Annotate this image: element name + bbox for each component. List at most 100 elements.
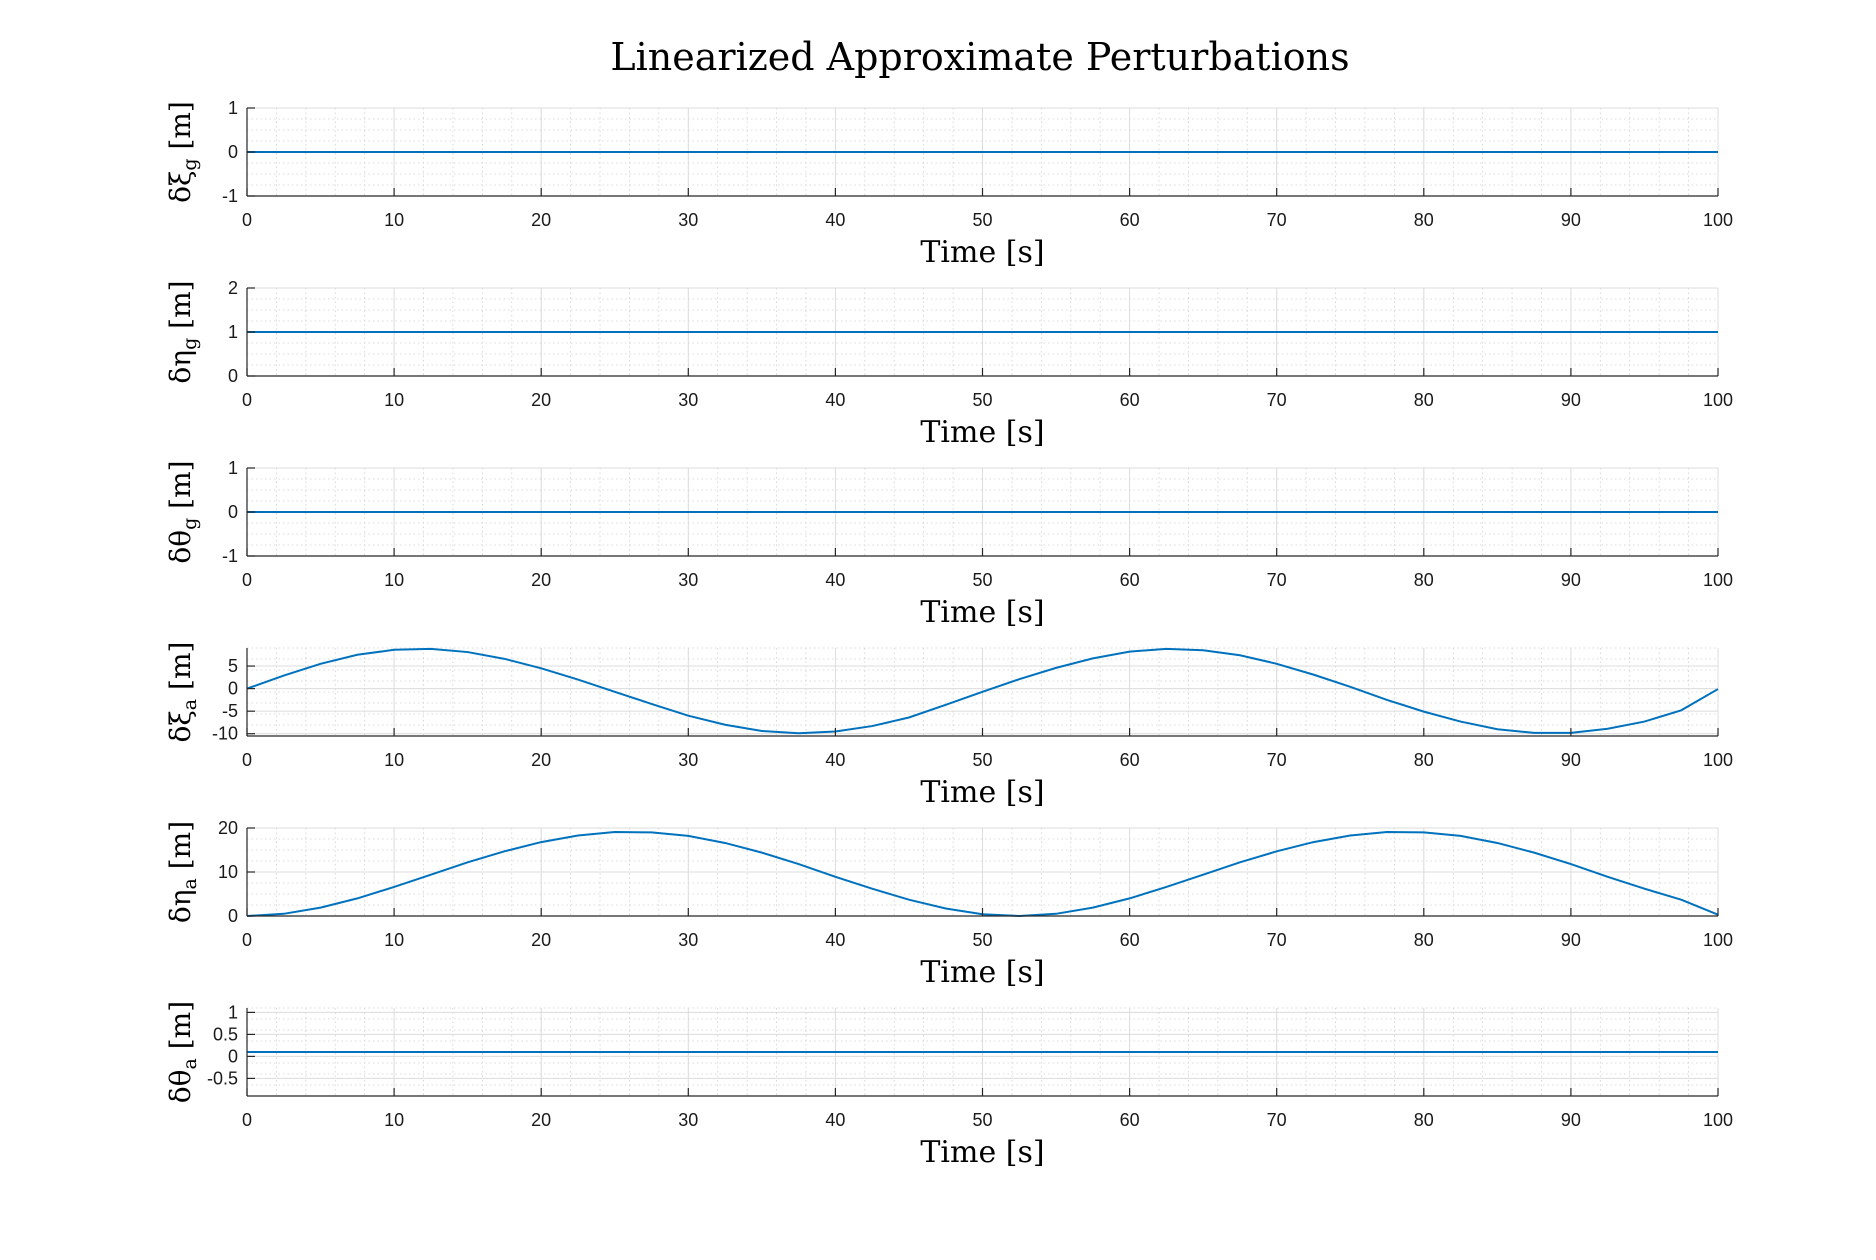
y-tick-label: 0	[228, 142, 238, 162]
y-tick-label: -1	[222, 546, 238, 566]
x-tick-label: 0	[242, 390, 252, 410]
y-tick-label: -0.5	[207, 1068, 238, 1088]
subplot-2: 0 10 20 30 40 50 60 70 80 90 100 0 1 2 Time [s] δηg [m]	[164, 278, 1733, 450]
figure-title: Linearized Approximate Perturbations	[610, 35, 1349, 79]
x-tick-label: 80	[1414, 750, 1434, 770]
x-tick-label: 60	[1120, 1110, 1140, 1130]
x-tick-label: 40	[825, 1110, 845, 1130]
x-axis-label: Time [s]	[920, 595, 1044, 630]
x-axis-label: Time [s]	[920, 955, 1044, 990]
x-tick-label: 10	[384, 210, 404, 230]
x-tick-label: 60	[1120, 570, 1140, 590]
x-tick-label: 10	[384, 1110, 404, 1130]
y-tick-label: 1	[228, 322, 238, 342]
x-tick-label: 60	[1120, 390, 1140, 410]
x-tick-label: 60	[1120, 210, 1140, 230]
x-tick-label: 10	[384, 930, 404, 950]
x-tick-label: 80	[1414, 570, 1434, 590]
y-tick-label: -5	[222, 701, 238, 721]
x-tick-label: 30	[678, 750, 698, 770]
x-tick-label: 90	[1561, 210, 1581, 230]
minor-grid	[246, 647, 1719, 737]
subplot-5: 0 10 20 30 40 50 60 70 80 90 100 0 10 20 Time [s] δηa […	[164, 818, 1733, 990]
x-tick-label: 40	[825, 210, 845, 230]
x-tick-label: 20	[531, 1110, 551, 1130]
x-tick-label: 100	[1703, 390, 1733, 410]
x-tick-label: 40	[825, 390, 845, 410]
x-tick-label: 60	[1120, 750, 1140, 770]
y-tick-label: 10	[218, 862, 238, 882]
y-tick-label: 0.5	[213, 1024, 238, 1044]
x-tick-label: 70	[1267, 210, 1287, 230]
y-tick-label: 5	[228, 656, 238, 676]
x-tick-label: 70	[1267, 930, 1287, 950]
x-tick-label: 80	[1414, 1110, 1434, 1130]
y-tick-label: 0	[228, 366, 238, 386]
x-tick-label: 100	[1703, 1110, 1733, 1130]
y-tick-label: 0	[228, 1046, 238, 1066]
x-tick-label: 0	[242, 930, 252, 950]
x-tick-label: 100	[1703, 930, 1733, 950]
x-tick-label: 100	[1703, 750, 1733, 770]
x-tick-label: 30	[678, 210, 698, 230]
y-tick-label: 1	[228, 1002, 238, 1022]
x-tick-label: 20	[531, 930, 551, 950]
x-tick-label: 90	[1561, 750, 1581, 770]
x-tick-label: 100	[1703, 570, 1733, 590]
x-tick-label: 50	[972, 1110, 992, 1130]
x-tick-label: 70	[1267, 570, 1287, 590]
y-axis-label: δξg [m]	[164, 101, 201, 203]
y-tick-label: -1	[222, 186, 238, 206]
y-axis-label: δθg [m]	[164, 460, 201, 563]
y-axis-label: δξa [m]	[164, 642, 201, 743]
x-tick-label: 100	[1703, 210, 1733, 230]
x-tick-label: 50	[972, 210, 992, 230]
x-tick-label: 80	[1414, 930, 1434, 950]
x-axis-label: Time [s]	[920, 235, 1044, 270]
x-tick-label: 50	[972, 930, 992, 950]
x-tick-label: 80	[1414, 210, 1434, 230]
x-tick-label: 0	[242, 210, 252, 230]
x-tick-label: 90	[1561, 1110, 1581, 1130]
x-tick-label: 20	[531, 570, 551, 590]
y-tick-label: 1	[228, 98, 238, 118]
x-axis-label: Time [s]	[920, 775, 1044, 810]
x-tick-label: 10	[384, 570, 404, 590]
x-tick-label: 0	[242, 570, 252, 590]
y-tick-label: 20	[218, 818, 238, 838]
x-tick-label: 70	[1267, 1110, 1287, 1130]
y-axis-label: δθa [m]	[164, 1001, 201, 1103]
x-tick-label: 40	[825, 750, 845, 770]
x-tick-label: 20	[531, 750, 551, 770]
x-tick-label: 10	[384, 750, 404, 770]
y-axis-label: δηa [m]	[164, 821, 201, 923]
y-axis-label: δηg [m]	[164, 280, 201, 383]
x-axis-label: Time [s]	[920, 415, 1044, 450]
y-tick-label: 1	[228, 458, 238, 478]
x-tick-label: 40	[825, 570, 845, 590]
major-grid	[246, 827, 1719, 917]
x-tick-label: 50	[972, 390, 992, 410]
y-tick-label: 0	[228, 906, 238, 926]
x-tick-label: 50	[972, 570, 992, 590]
x-tick-label: 20	[531, 210, 551, 230]
x-axis-label: Time [s]	[920, 1135, 1044, 1170]
x-tick-label: 0	[242, 1110, 252, 1130]
x-tick-label: 20	[531, 390, 551, 410]
x-tick-label: 90	[1561, 390, 1581, 410]
x-tick-label: 80	[1414, 390, 1434, 410]
x-tick-label: 70	[1267, 750, 1287, 770]
x-tick-label: 40	[825, 930, 845, 950]
x-tick-label: 30	[678, 390, 698, 410]
y-tick-label: 0	[228, 502, 238, 522]
x-tick-label: 30	[678, 1110, 698, 1130]
y-tick-label: 0	[228, 679, 238, 699]
x-tick-label: 70	[1267, 390, 1287, 410]
x-tick-label: 30	[678, 930, 698, 950]
series-line-1	[246, 647, 1719, 735]
x-tick-label: 0	[242, 750, 252, 770]
